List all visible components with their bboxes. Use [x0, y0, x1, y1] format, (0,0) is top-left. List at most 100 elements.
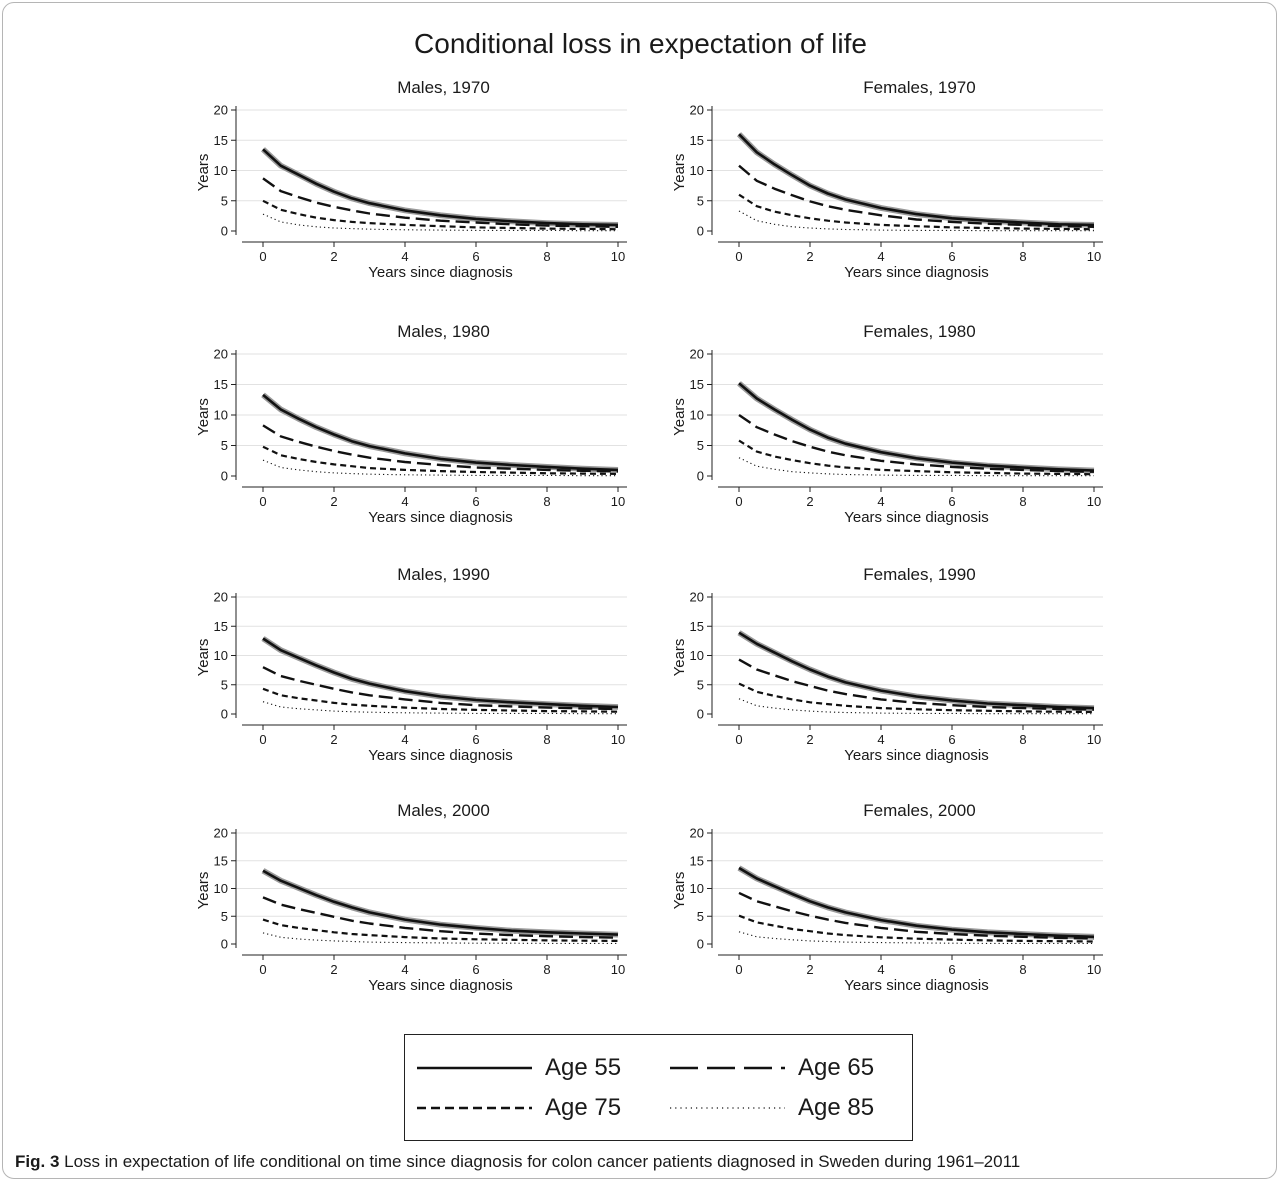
series-line-age-85	[262, 459, 618, 477]
x-tick-label: 0	[259, 732, 266, 747]
y-tick-label: 15	[690, 133, 704, 148]
series-line-age-65	[262, 896, 619, 939]
y-tick-label: 20	[214, 103, 228, 118]
series-line-age-55	[262, 148, 619, 227]
panel-title: Males, 2000	[397, 801, 490, 820]
legend-label: Age 75	[545, 1094, 622, 1121]
y-tick-label: 15	[214, 133, 228, 148]
panel-4: Males, 1990 0 5 10 15 20 Years 0 2 4 6 8 10 Years sin…	[195, 565, 627, 764]
series-band-age-55	[261, 147, 619, 228]
y-tick-label: 5	[697, 193, 704, 208]
y-tick-label: 5	[697, 677, 704, 692]
panel-title: Males, 1990	[397, 565, 490, 584]
x-tick-label: 0	[735, 732, 742, 747]
x-tick-label: 8	[1019, 732, 1026, 747]
series-line-age-65	[262, 424, 619, 473]
series-line-age-75	[738, 439, 1095, 476]
y-axis-label: Years	[195, 872, 212, 910]
x-tick-label: 6	[472, 249, 479, 264]
legend-key-dotted	[670, 1107, 785, 1109]
x-tick-label: 0	[735, 249, 742, 264]
x-tick-label: 8	[1019, 962, 1026, 977]
figure-title: Conditional loss in expectation of life	[414, 28, 867, 59]
x-tick-label: 2	[806, 962, 813, 977]
y-tick-label: 15	[690, 619, 704, 634]
y-tick-label: 5	[221, 677, 228, 692]
x-tick-label: 10	[611, 494, 625, 509]
x-tick-label: 4	[401, 249, 408, 264]
x-tick-label: 8	[1019, 249, 1026, 264]
panel-title: Males, 1980	[397, 322, 490, 341]
x-tick-label: 10	[1087, 249, 1101, 264]
y-tick-label: 20	[690, 826, 704, 841]
x-tick-label: 10	[1087, 494, 1101, 509]
series-line-age-55	[262, 869, 619, 936]
caption-label: Fig. 3	[15, 1152, 60, 1171]
y-tick-label: 20	[214, 347, 228, 362]
legend-key-longdash	[670, 1066, 785, 1070]
x-tick-label: 2	[806, 249, 813, 264]
series-line-age-65	[738, 164, 1095, 228]
y-tick-label: 10	[690, 163, 704, 178]
series-line-age-55	[738, 866, 1095, 939]
x-axis-label: Years since diagnosis	[844, 264, 989, 281]
y-tick-label: 0	[697, 937, 704, 952]
y-tick-label: 20	[214, 826, 228, 841]
series-line-age-75	[262, 445, 619, 475]
panel-6: Males, 2000 0 5 10 15 20 Years 0 2 4 6 8 10 Years sin…	[195, 801, 627, 994]
x-tick-label: 10	[611, 732, 625, 747]
y-tick-label: 15	[214, 853, 228, 868]
y-tick-label: 20	[214, 590, 228, 605]
x-tick-label: 6	[472, 732, 479, 747]
series-line-age-85	[738, 457, 1094, 477]
x-tick-label: 6	[948, 249, 955, 264]
y-tick-label: 10	[690, 408, 704, 423]
y-tick-label: 15	[690, 377, 704, 392]
panel-3: Females, 1980 0 5 10 15 20 Years 0 2 4 6 8 10 Years s…	[671, 322, 1103, 526]
y-tick-label: 15	[214, 377, 228, 392]
y-tick-label: 0	[697, 707, 704, 722]
series-line-age-65	[262, 177, 619, 228]
x-axis-label: Years since diagnosis	[844, 509, 989, 526]
panel-title: Females, 1990	[863, 565, 975, 584]
y-tick-label: 5	[221, 438, 228, 453]
panel-title: Females, 1970	[863, 78, 975, 97]
y-tick-label: 0	[221, 707, 228, 722]
x-tick-label: 2	[330, 249, 337, 264]
y-tick-label: 10	[214, 881, 228, 896]
legend: Age 55 Age 65 Age 75 Age 85	[404, 1034, 913, 1141]
legend-key-solid	[417, 1066, 532, 1070]
x-tick-label: 0	[735, 494, 742, 509]
y-tick-label: 5	[697, 909, 704, 924]
x-tick-label: 6	[472, 494, 479, 509]
series-line-age-75	[262, 199, 619, 231]
x-axis-label: Years since diagnosis	[844, 747, 989, 764]
panel-2: Males, 1980 0 5 10 15 20 Years 0 2 4 6 8 10 Years sin…	[195, 322, 627, 526]
legend-label: Age 55	[545, 1054, 622, 1081]
x-tick-label: 6	[472, 962, 479, 977]
y-axis-label: Years	[195, 639, 212, 677]
y-tick-label: 0	[697, 224, 704, 239]
panel-title: Females, 1980	[863, 322, 975, 341]
y-tick-label: 10	[690, 648, 704, 663]
x-tick-label: 4	[401, 494, 408, 509]
y-tick-label: 0	[221, 937, 228, 952]
series-line-age-75	[738, 914, 1095, 943]
y-tick-label: 15	[690, 853, 704, 868]
x-tick-label: 10	[611, 962, 625, 977]
series-line-age-55	[262, 393, 619, 472]
x-tick-label: 8	[543, 732, 550, 747]
y-tick-label: 0	[221, 469, 228, 484]
y-tick-label: 10	[214, 648, 228, 663]
y-tick-label: 10	[214, 408, 228, 423]
figure-caption: Fig. 3 Loss in expectation of life condi…	[15, 1152, 1020, 1172]
series-line-age-75	[738, 682, 1095, 714]
panel-5: Females, 1990 0 5 10 15 20 Years 0 2 4 6 8 10 Years s…	[671, 565, 1103, 764]
x-tick-label: 0	[735, 962, 742, 977]
series-line-age-75	[738, 193, 1095, 231]
y-tick-label: 0	[221, 224, 228, 239]
x-tick-label: 8	[543, 494, 550, 509]
series-line-age-65	[738, 414, 1095, 473]
